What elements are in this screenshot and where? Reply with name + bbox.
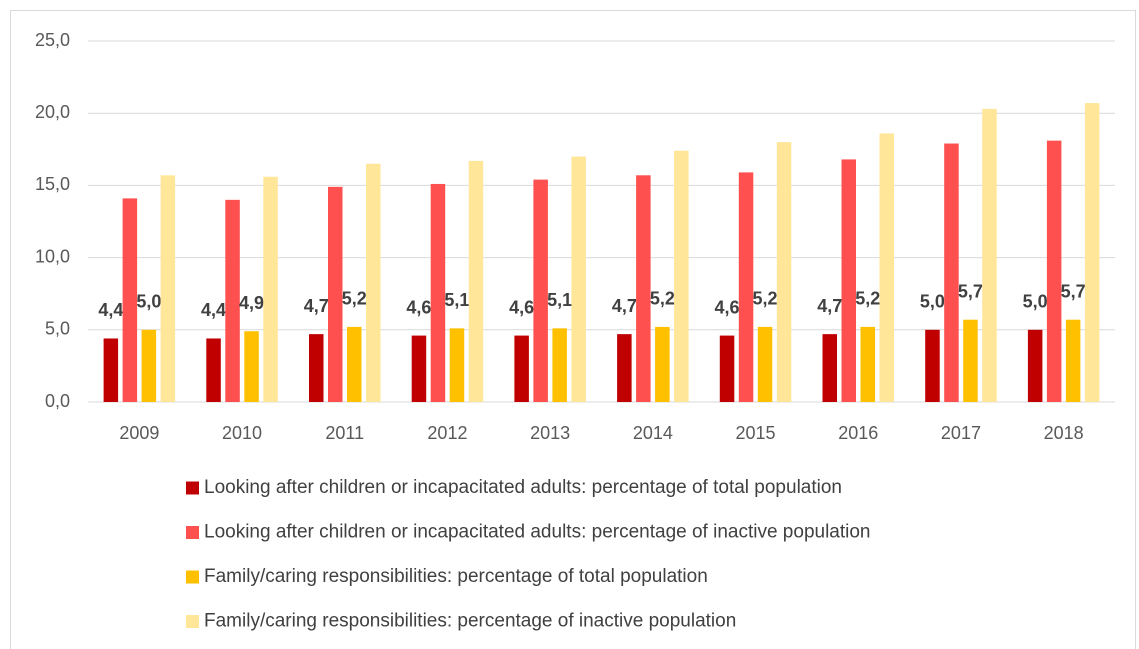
data-label: 5,2	[650, 289, 675, 309]
bar	[860, 326, 875, 402]
data-label: 5,1	[547, 290, 572, 310]
data-label: 5,7	[1061, 281, 1086, 301]
bar	[263, 176, 278, 402]
data-label: 4,6	[509, 297, 534, 317]
bar	[225, 199, 240, 402]
bar	[533, 179, 548, 402]
bar	[160, 175, 176, 402]
x-tick-label: 2018	[1044, 423, 1084, 443]
bar	[468, 160, 484, 402]
bar	[1046, 140, 1062, 403]
x-tick-label: 2014	[633, 423, 673, 443]
data-label: 4,4	[98, 300, 123, 320]
data-label: 4,7	[304, 296, 329, 316]
bar	[944, 143, 959, 403]
bar	[514, 335, 529, 402]
legend-label: Family/caring responsibilities: percenta…	[204, 566, 708, 587]
y-tick-label: 15,0	[35, 174, 70, 194]
legend-label: Looking after children or incapacitated …	[204, 477, 842, 498]
data-label: 5,0	[920, 292, 945, 312]
bar	[841, 159, 856, 402]
bar	[430, 183, 446, 402]
bar	[244, 331, 259, 402]
data-label: 5,7	[958, 281, 983, 301]
bar	[347, 326, 362, 402]
x-tick-label: 2012	[427, 423, 467, 443]
bar	[738, 172, 754, 402]
bar	[982, 108, 997, 403]
data-label: 5,2	[342, 289, 367, 309]
legend-label: Family/caring responsibilities: percenta…	[204, 611, 736, 632]
bar	[552, 328, 567, 402]
bar	[925, 329, 940, 402]
x-tick-label: 2017	[941, 423, 981, 443]
data-label: 5,2	[753, 289, 778, 309]
data-label: 4,4	[201, 300, 226, 320]
bar	[571, 156, 586, 402]
bar	[636, 175, 651, 402]
data-label: 4,7	[817, 296, 842, 316]
legend-swatch	[186, 526, 199, 539]
legend-swatch	[186, 570, 199, 584]
x-tick-label: 2010	[222, 423, 262, 443]
bar	[822, 334, 837, 402]
x-tick-label: 2009	[119, 423, 159, 443]
bar	[328, 186, 343, 402]
x-tick-label: 2011	[325, 423, 364, 443]
bar	[757, 326, 773, 402]
bar	[206, 338, 221, 402]
data-label: 4,6	[715, 297, 740, 317]
bar	[776, 142, 792, 402]
bar	[1027, 329, 1043, 402]
bar	[366, 163, 381, 402]
data-label: 5,0	[1023, 292, 1048, 312]
legend-swatch	[186, 481, 199, 495]
bar	[103, 338, 119, 402]
bar	[1084, 103, 1100, 402]
data-label: 4,9	[239, 293, 264, 313]
data-label: 4,6	[406, 297, 431, 317]
bar	[617, 334, 632, 402]
y-tick-label: 10,0	[35, 246, 70, 266]
bar	[411, 335, 427, 402]
x-tick-label: 2015	[736, 423, 776, 443]
legend-label: Looking after children or incapacitated …	[204, 522, 871, 543]
bar	[309, 334, 324, 402]
bar	[122, 198, 138, 402]
bar	[879, 133, 894, 402]
y-tick-label: 0,0	[45, 391, 70, 411]
bar	[449, 328, 465, 402]
data-label: 5,0	[136, 292, 161, 312]
y-tick-label: 20,0	[35, 102, 70, 122]
bar	[655, 326, 670, 402]
bar	[719, 335, 735, 402]
data-label: 4,7	[612, 296, 637, 316]
x-tick-label: 2016	[838, 423, 878, 443]
y-tick-label: 5,0	[45, 319, 70, 339]
bar	[963, 319, 978, 402]
bar	[674, 150, 689, 402]
bar	[1065, 319, 1081, 402]
legend-swatch	[186, 615, 199, 628]
data-label: 5,2	[855, 289, 880, 309]
bar	[141, 329, 157, 402]
y-tick-label: 25,0	[35, 30, 70, 50]
x-tick-label: 2013	[530, 423, 570, 443]
data-label: 5,1	[444, 290, 469, 310]
